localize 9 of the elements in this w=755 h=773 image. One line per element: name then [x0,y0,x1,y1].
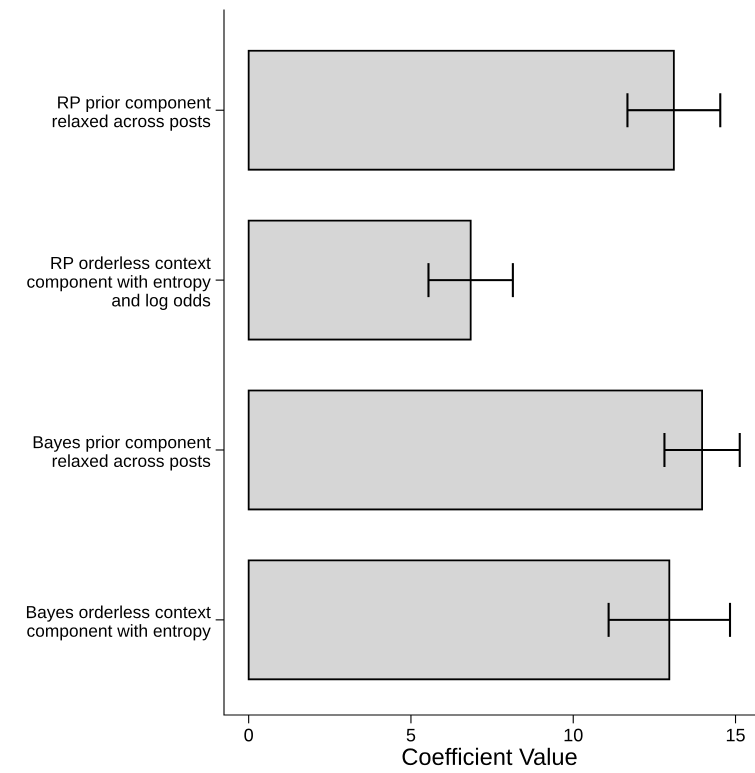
x-tick-label: 0 [244,728,253,742]
x-axis-title: Coefficient Value [402,748,577,766]
y-tick-label: Bayes orderless context component with entropy [26,605,211,640]
y-tick-label: Bayes prior component relaxed across posts [34,436,211,470]
x-tick-label: 15 [726,728,745,742]
y-tick-label: RP prior component relaxed across posts [52,96,211,131]
x-tick-label: 5 [406,728,416,742]
y-tick-label: RP orderless context component with entropy and log odds [27,256,211,310]
x-tick-label: 10 [564,728,583,742]
